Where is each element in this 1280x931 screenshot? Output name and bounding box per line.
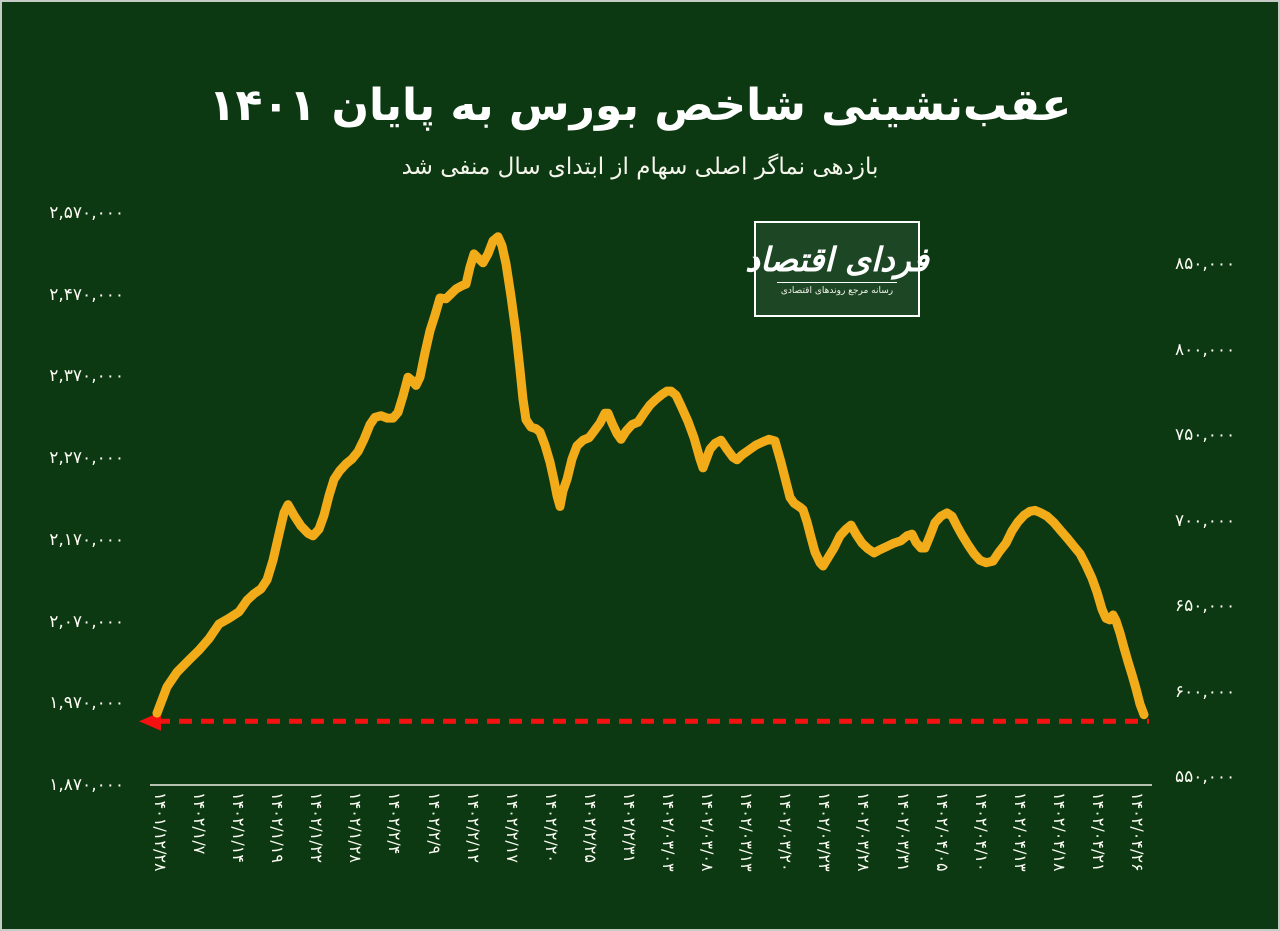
y-left-tick-label: ۲,۴۷۰,۰۰۰ (49, 284, 124, 305)
y-left-tick-label: ۲,۰۷۰,۰۰۰ (49, 611, 124, 632)
index-line-series (152, 232, 1149, 720)
y-left-tick-label: ۲,۱۷۰,۰۰۰ (49, 529, 124, 550)
y-right-tick-label: ۶۰۰,۰۰۰ (1175, 681, 1236, 702)
y-right-tick-label: ۷۰۰,۰۰۰ (1175, 510, 1236, 531)
brand-logo-divider (777, 282, 897, 284)
y-left-tick-label: ۱,۹۷۰,۰۰۰ (49, 693, 124, 714)
chart-subtitle: بازدهی نماگر اصلی سهام از ابتدای سال منف… (401, 154, 879, 180)
brand-logo-name: فردای اقتصاد (745, 239, 929, 279)
y-right-tick-label: ۸۵۰,۰۰۰ (1175, 254, 1236, 274)
y-right-tick-label: ۷۵۰,۰۰۰ (1175, 425, 1236, 445)
y-right-tick-label: ۶۵۰,۰۰۰ (1175, 596, 1236, 616)
y-left-tick-label: ۱,۸۷۰,۰۰۰ (49, 775, 124, 795)
y-right-tick-label: ۸۰۰,۰۰۰ (1175, 339, 1236, 360)
brand-logo-tagline: رسانه مرجع روندهای اقتصادی (780, 286, 894, 297)
y-left-tick-label: ۲,۵۷۰,۰۰۰ (49, 203, 124, 223)
y-left-tick-label: ۲,۲۷۰,۰۰۰ (49, 448, 124, 469)
brand-logo: فردای اقتصاد رسانه مرجع روندهای اقتصادی (745, 221, 929, 317)
y-right-tick-label: ۵۵۰,۰۰۰ (1175, 767, 1236, 787)
y-left-tick-label: ۲,۳۷۰,۰۰۰ (49, 366, 124, 387)
chart-title: عقب‌نشینی شاخص بورس به پایان ۱۴۰۱ (208, 80, 1072, 131)
